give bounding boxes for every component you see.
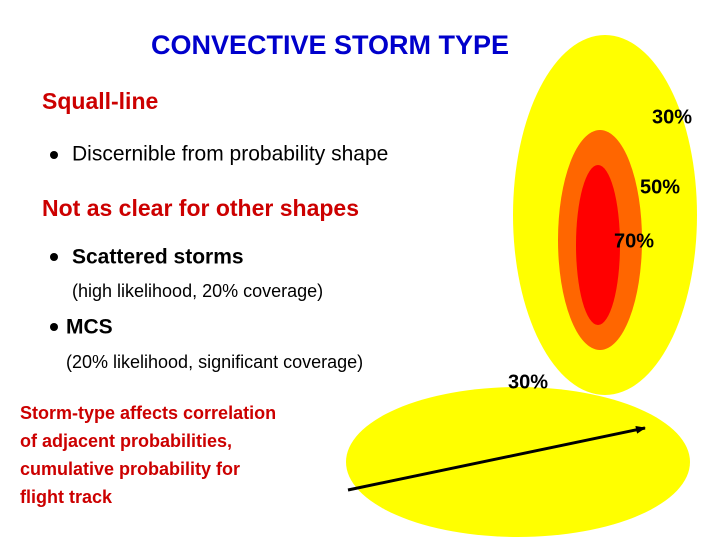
diagram-label: 30% [508,371,548,393]
note-line: cumulative probability for [20,459,240,479]
bullet-dot [50,253,58,261]
flight-track-arrow [347,425,646,492]
bullet-text: MCS [66,316,113,339]
note-line: of adjacent probabilities, [20,431,232,451]
diagram-label: 30% [652,106,692,128]
note-line: Storm-type affects correlation [20,403,276,423]
mcs-30-region [346,387,690,537]
bullet-dot [50,151,58,159]
squall-70-region [576,165,620,325]
diagram-label: 70% [614,230,654,252]
bullet-text: Scattered storms [72,246,244,269]
note-line: flight track [20,487,113,507]
bullet-detail: (high likelihood, 20% coverage) [72,281,323,301]
section-heading: Squall-line [42,88,158,114]
slide-title: CONVECTIVE STORM TYPE [151,30,509,60]
diagram-label: 50% [640,176,680,198]
bullet-detail: (20% likelihood, significant coverage) [66,352,363,372]
section-heading: Not as clear for other shapes [42,195,359,221]
bullet-dot [50,323,58,331]
bullet-text: Discernible from probability shape [72,143,388,166]
